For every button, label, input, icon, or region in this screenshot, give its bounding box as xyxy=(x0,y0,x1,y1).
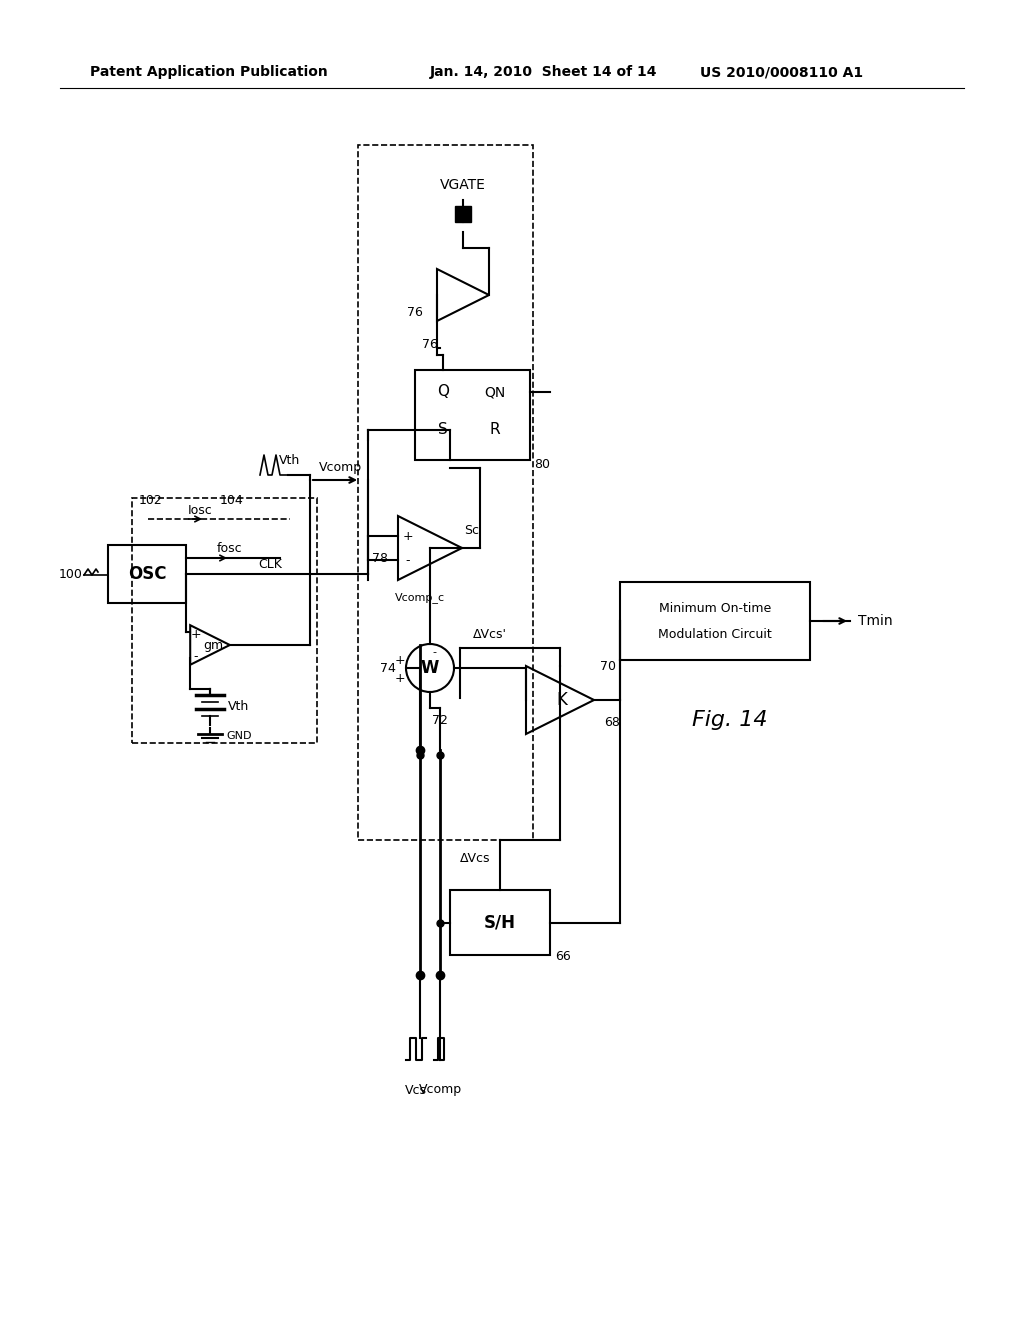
Text: Minimum On-time: Minimum On-time xyxy=(658,602,771,615)
Text: Iosc: Iosc xyxy=(187,503,212,516)
Bar xyxy=(358,145,534,840)
Text: W: W xyxy=(421,659,439,677)
Text: Vth: Vth xyxy=(228,701,249,714)
Text: Vcomp: Vcomp xyxy=(419,1084,462,1097)
Text: +: + xyxy=(394,672,406,685)
Text: -: - xyxy=(194,651,199,664)
Text: +: + xyxy=(190,628,202,642)
Text: QN: QN xyxy=(484,385,506,399)
Text: 74: 74 xyxy=(380,661,396,675)
Text: +: + xyxy=(394,653,406,667)
Text: 104: 104 xyxy=(220,494,244,507)
Text: fosc: fosc xyxy=(217,541,243,554)
Text: -: - xyxy=(432,647,436,657)
Text: +: + xyxy=(402,529,414,543)
Text: 80: 80 xyxy=(534,458,550,470)
Text: ΔVcs': ΔVcs' xyxy=(473,628,507,642)
Text: VGATE: VGATE xyxy=(440,178,486,191)
Bar xyxy=(415,370,530,459)
Text: 66: 66 xyxy=(555,950,570,964)
Text: K: K xyxy=(557,690,567,709)
Text: 68: 68 xyxy=(604,715,620,729)
Text: 70: 70 xyxy=(600,660,616,672)
Text: 72: 72 xyxy=(432,714,447,726)
Text: gm: gm xyxy=(203,639,223,652)
Text: 76: 76 xyxy=(408,306,423,319)
Text: Patent Application Publication: Patent Application Publication xyxy=(90,65,328,79)
Bar xyxy=(620,582,810,660)
Bar xyxy=(108,545,186,603)
Text: R: R xyxy=(489,422,501,437)
Text: S/H: S/H xyxy=(484,913,516,932)
Text: Vcomp: Vcomp xyxy=(318,462,361,474)
Text: Jan. 14, 2010  Sheet 14 of 14: Jan. 14, 2010 Sheet 14 of 14 xyxy=(430,65,657,79)
Bar xyxy=(450,890,550,954)
Text: 76: 76 xyxy=(422,338,438,351)
Text: Fig. 14: Fig. 14 xyxy=(692,710,768,730)
Text: Tmin: Tmin xyxy=(858,614,892,628)
Text: 78: 78 xyxy=(372,552,388,565)
Text: CLK: CLK xyxy=(258,557,282,570)
Text: Q: Q xyxy=(437,384,449,400)
Text: OSC: OSC xyxy=(128,565,166,583)
Text: -: - xyxy=(406,554,411,568)
Text: GND: GND xyxy=(226,731,252,741)
Text: 102: 102 xyxy=(139,494,163,507)
Bar xyxy=(455,206,471,222)
Bar xyxy=(132,498,317,743)
Text: 100: 100 xyxy=(59,569,83,582)
Text: Vth: Vth xyxy=(280,454,301,466)
Text: ΔVcs: ΔVcs xyxy=(460,851,490,865)
Text: Vcomp_c: Vcomp_c xyxy=(395,593,445,603)
Text: Sc: Sc xyxy=(465,524,479,536)
Text: Modulation Circuit: Modulation Circuit xyxy=(658,627,772,640)
Text: Vcs: Vcs xyxy=(406,1084,427,1097)
Text: US 2010/0008110 A1: US 2010/0008110 A1 xyxy=(700,65,863,79)
Text: S: S xyxy=(438,422,447,437)
